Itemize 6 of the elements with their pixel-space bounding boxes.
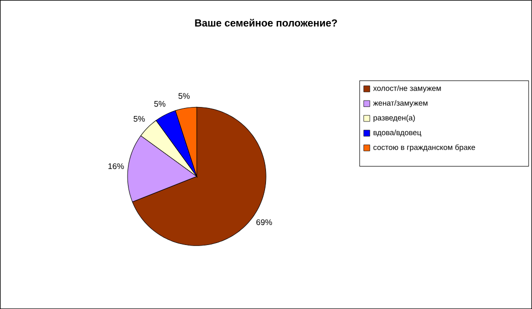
data-label: 5% [134,116,145,122]
data-label: 16% [108,163,124,170]
data-label: 5% [178,93,190,99]
data-label: 5% [154,100,166,107]
data-label: 69% [256,219,272,226]
chart-title: Ваше семейное положение? [195,18,337,27]
